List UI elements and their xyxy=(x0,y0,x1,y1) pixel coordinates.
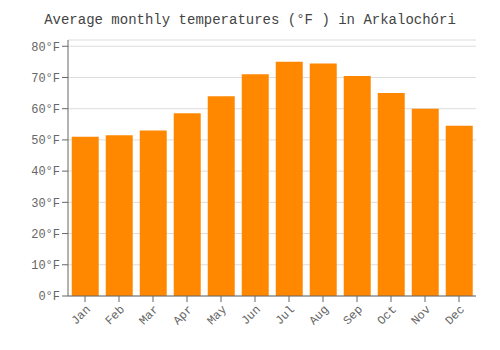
svg-text:Dec: Dec xyxy=(443,303,468,328)
svg-text:Mar: Mar xyxy=(137,303,162,328)
svg-text:Nov: Nov xyxy=(409,303,434,328)
svg-text:40°F: 40°F xyxy=(31,165,60,179)
svg-text:Sep: Sep xyxy=(341,303,366,328)
svg-text:20°F: 20°F xyxy=(31,228,60,242)
svg-text:Feb: Feb xyxy=(103,303,128,328)
svg-text:May: May xyxy=(205,303,230,328)
svg-text:50°F: 50°F xyxy=(31,134,60,148)
svg-text:Oct: Oct xyxy=(375,303,400,328)
svg-text:Aug: Aug xyxy=(307,303,332,328)
svg-text:Jan: Jan xyxy=(69,303,94,328)
svg-text:80°F: 80°F xyxy=(31,41,60,55)
html-text:Average monthly temperatures (: Average monthly temperatures (°F ) in Ar… xyxy=(44,12,456,28)
svg-text:60°F: 60°F xyxy=(31,103,60,117)
svg-text:0°F: 0°F xyxy=(38,290,60,304)
svg-text:10°F: 10°F xyxy=(31,259,60,273)
svg-text:70°F: 70°F xyxy=(31,72,60,86)
svg-text:Jun: Jun xyxy=(239,303,264,328)
svg-text:Jul: Jul xyxy=(273,303,298,328)
svg-text:Apr: Apr xyxy=(171,303,196,328)
svg-text:30°F: 30°F xyxy=(31,197,60,211)
